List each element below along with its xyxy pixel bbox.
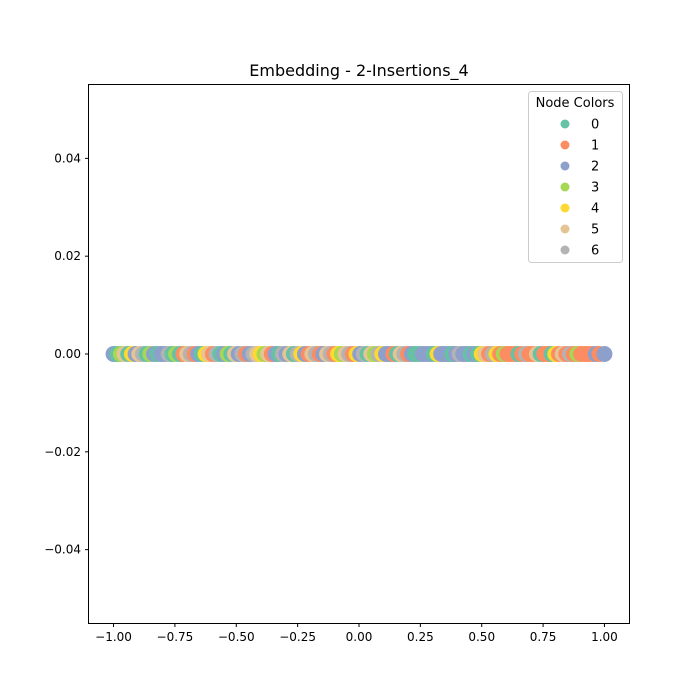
legend-marker xyxy=(560,203,570,213)
legend-label: 3 xyxy=(591,181,599,196)
chart-title: Embedding - 2-Insertions_4 xyxy=(249,61,468,81)
legend-marker xyxy=(560,224,570,234)
scatter-point xyxy=(596,346,613,362)
x-tick-label: −0.50 xyxy=(218,630,255,644)
legend: Node Colors 0 1 2 3 4 5 6 xyxy=(528,91,623,263)
x-tick-label: 0.25 xyxy=(407,630,434,644)
legend-label: 0 xyxy=(591,118,599,133)
y-tick-label: −0.04 xyxy=(44,543,81,557)
y-tick-label: 0.00 xyxy=(54,347,81,361)
x-tick-label: 1.00 xyxy=(591,630,618,644)
y-tick-label: 0.02 xyxy=(54,249,81,263)
legend-label: 4 xyxy=(591,202,599,217)
x-axis-ticks: −1.00 −0.75 −0.50 −0.25 0.00 0.25 0.50 0.75 1.00 xyxy=(95,623,618,644)
x-tick-label: 0.00 xyxy=(346,630,373,644)
legend-label: 6 xyxy=(591,244,599,259)
legend-marker xyxy=(560,182,570,192)
legend-label: 1 xyxy=(591,139,599,154)
x-tick-label: −1.00 xyxy=(95,630,132,644)
legend-entries: 0 1 2 3 4 5 6 xyxy=(560,118,599,259)
x-tick-label: 0.50 xyxy=(468,630,495,644)
y-tick-label: −0.02 xyxy=(44,445,81,459)
legend-label: 2 xyxy=(591,160,599,175)
legend-marker xyxy=(560,140,570,150)
y-tick-label: 0.04 xyxy=(54,151,81,165)
legend-marker xyxy=(560,119,570,129)
legend-box xyxy=(528,91,623,263)
legend-title: Node Colors xyxy=(536,96,615,111)
x-tick-label: −0.25 xyxy=(279,630,316,644)
scatter-points xyxy=(105,346,613,362)
legend-label: 5 xyxy=(591,223,599,238)
y-axis-ticks: 0.04 0.02 0.00 −0.02 −0.04 xyxy=(44,151,89,557)
legend-marker xyxy=(560,161,570,171)
x-tick-label: −0.75 xyxy=(157,630,194,644)
x-tick-label: 0.75 xyxy=(530,630,557,644)
legend-marker xyxy=(560,245,570,255)
